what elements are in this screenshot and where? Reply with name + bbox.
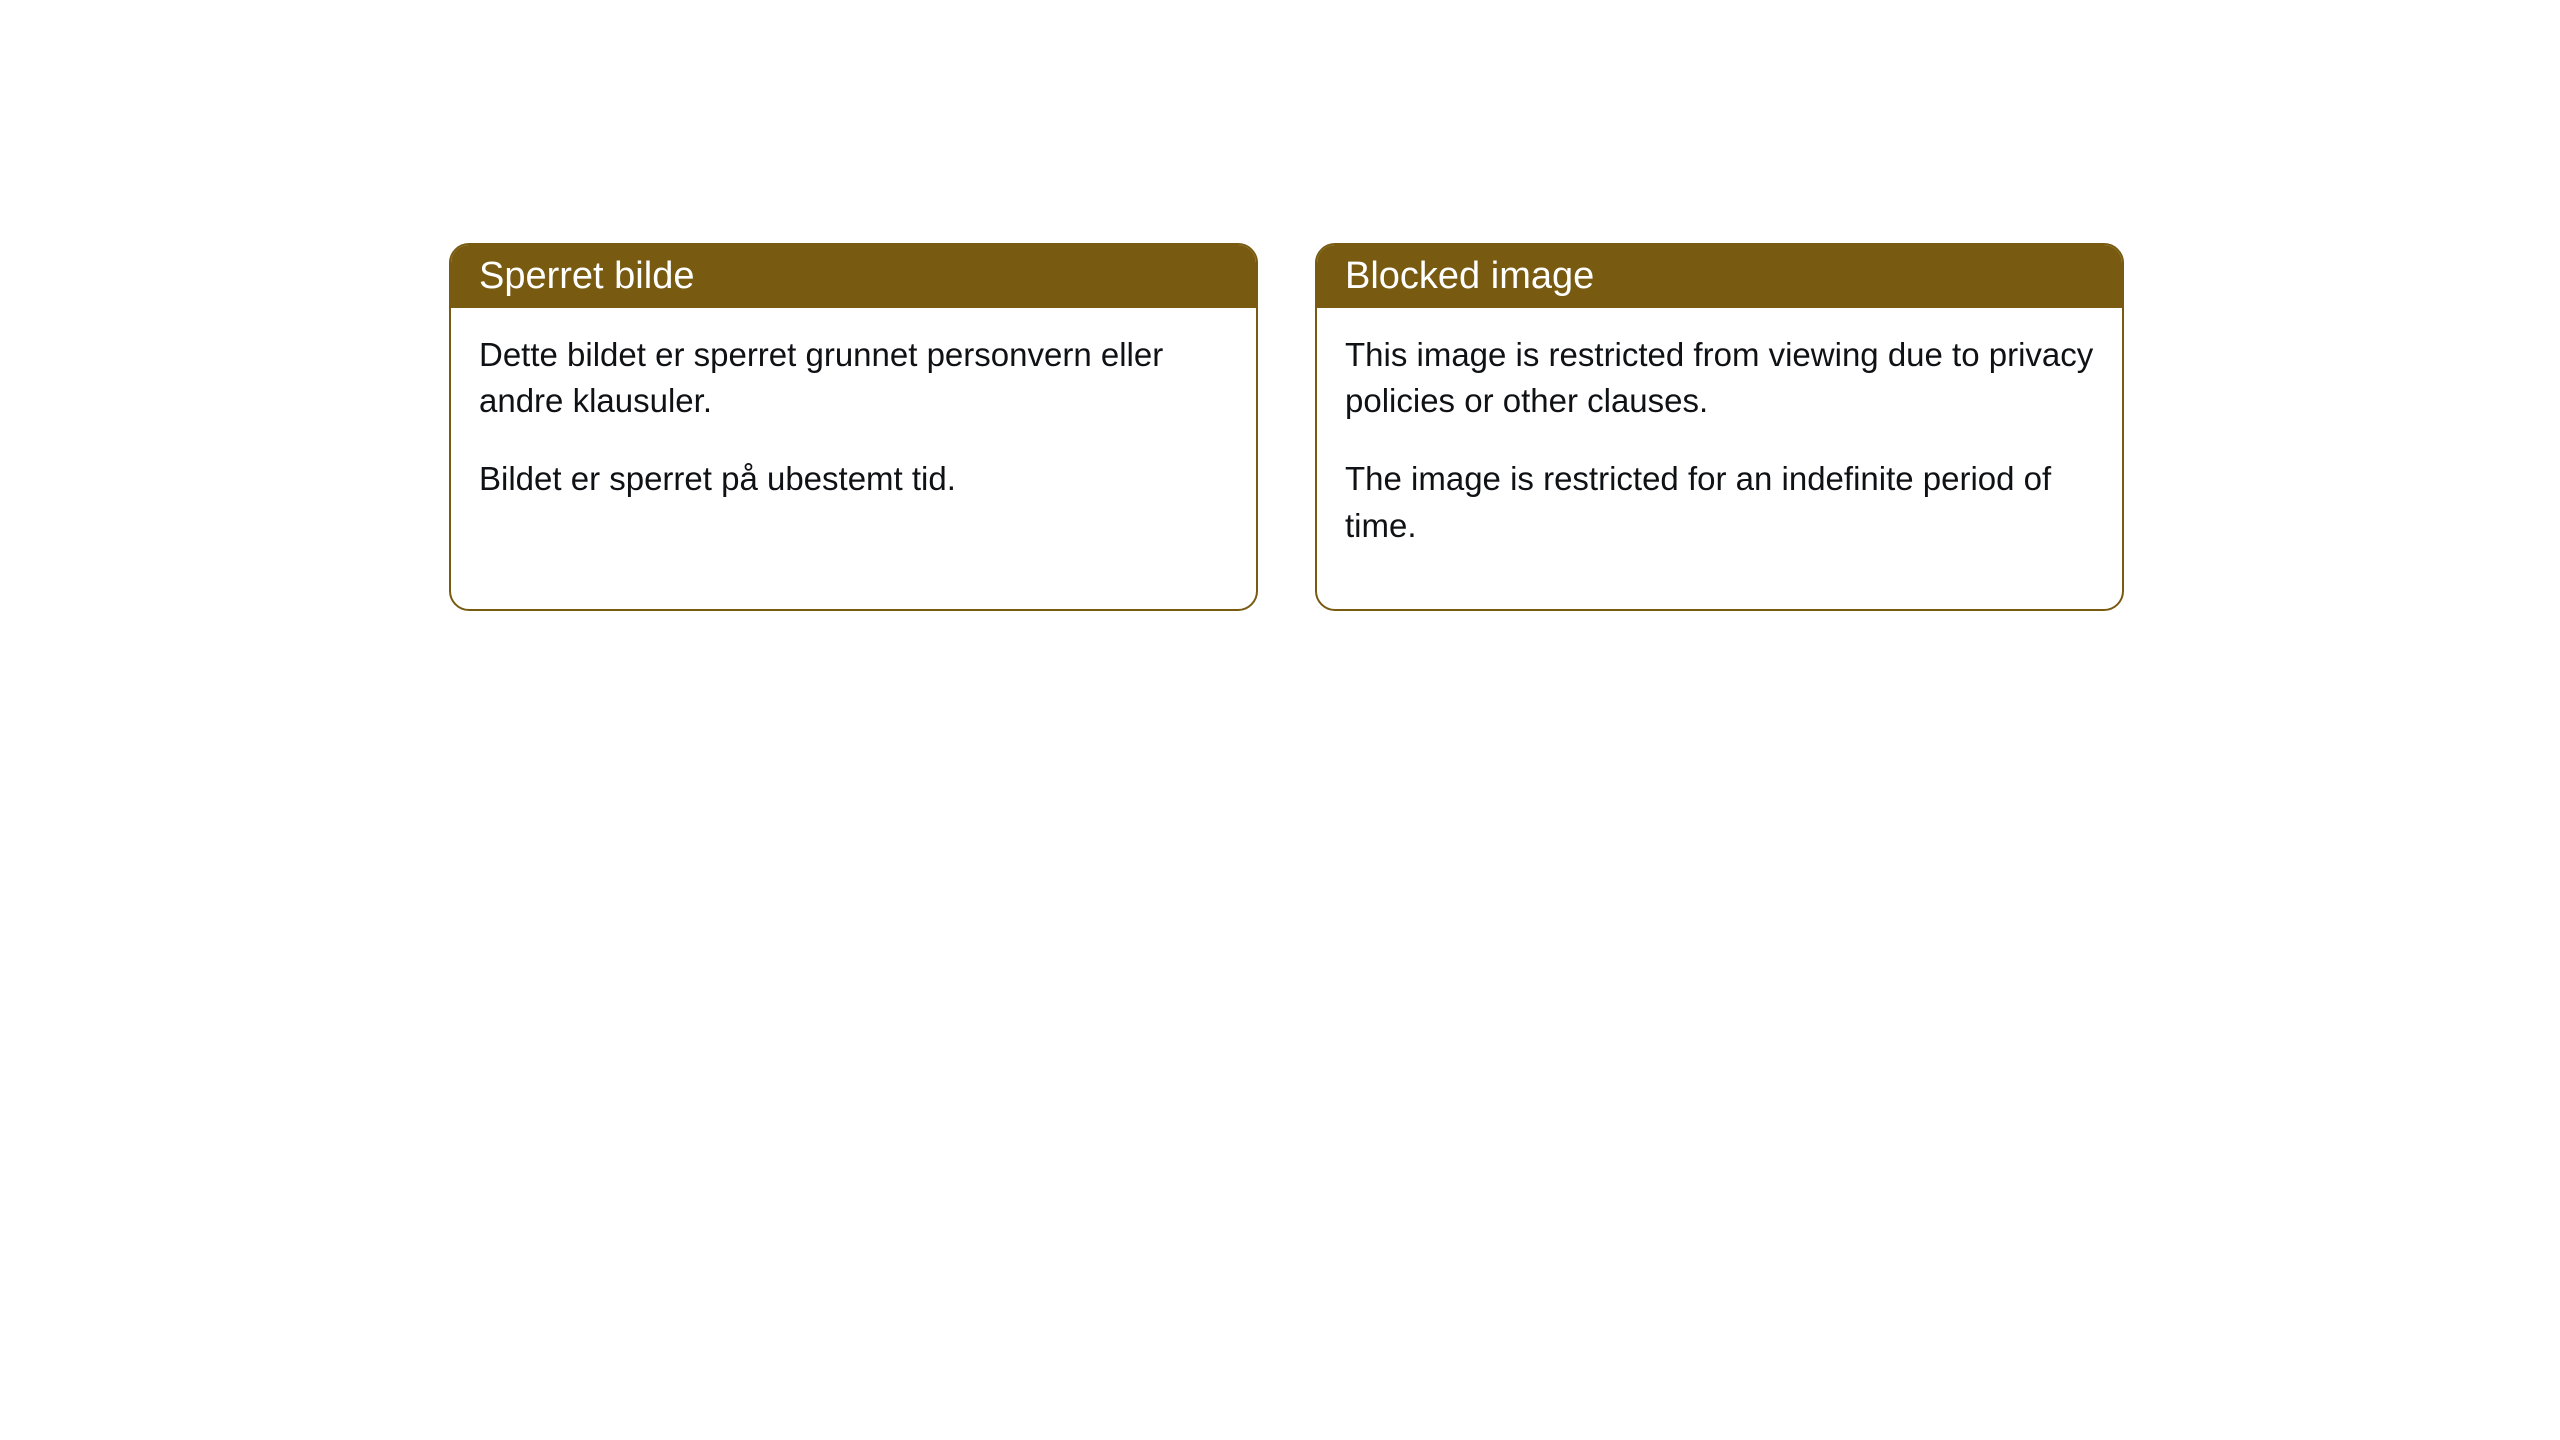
notice-cards-container: Sperret bilde Dette bildet er sperret gr… [449,243,2124,611]
card-header-english: Blocked image [1317,245,2122,308]
card-paragraph: This image is restricted from viewing du… [1345,332,2094,424]
card-paragraph: The image is restricted for an indefinit… [1345,456,2094,548]
card-body-norwegian: Dette bildet er sperret grunnet personve… [451,308,1256,563]
card-paragraph: Dette bildet er sperret grunnet personve… [479,332,1228,424]
card-body-english: This image is restricted from viewing du… [1317,308,2122,609]
card-title: Sperret bilde [479,255,694,297]
card-title: Blocked image [1345,255,1594,297]
notice-card-norwegian: Sperret bilde Dette bildet er sperret gr… [449,243,1258,611]
card-paragraph: Bildet er sperret på ubestemt tid. [479,456,1228,502]
card-header-norwegian: Sperret bilde [451,245,1256,308]
notice-card-english: Blocked image This image is restricted f… [1315,243,2124,611]
